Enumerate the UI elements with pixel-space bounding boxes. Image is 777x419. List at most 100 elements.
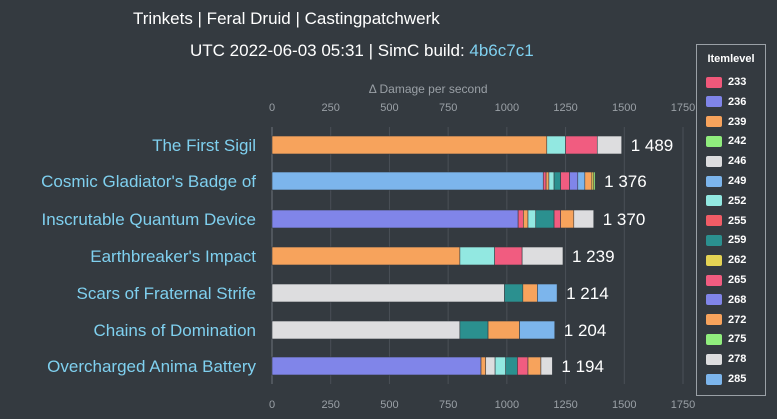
legend-item[interactable]: 278 (706, 352, 746, 366)
bar-total-label: 1 489 (631, 136, 674, 155)
category-label: Inscrutable Quantum Device (42, 210, 257, 229)
bar-segment (487, 320, 520, 340)
bar-segment (542, 171, 547, 191)
bar-segment (540, 356, 553, 376)
bar-segment (271, 320, 461, 340)
bar-segment (560, 209, 575, 229)
itemlevel-legend: Itemlevel 233 236 239 242 246 249 252 255 259 262… (696, 44, 766, 396)
bar-segment (545, 171, 550, 191)
legend-item[interactable]: 233 (706, 75, 746, 89)
legend-label: 252 (728, 194, 747, 207)
bar-total-label: 1 370 (603, 210, 646, 229)
legend-item[interactable]: 262 (706, 253, 746, 267)
legend-item[interactable]: 252 (706, 194, 746, 208)
category-label: Overcharged Anima Battery (47, 357, 256, 376)
bar-total-label: 1 239 (572, 247, 615, 266)
chart-subtitle: UTC 2022-06-03 05:31 | SimC build: 4b6c7… (190, 41, 534, 61)
bar-segment (271, 171, 544, 191)
tick-label-bottom: 500 (380, 399, 398, 411)
legend-item[interactable]: 236 (706, 95, 746, 109)
bar-segment (459, 246, 495, 266)
legend-label: 236 (728, 95, 747, 108)
bar-segment (517, 356, 529, 376)
bar-segment (519, 320, 556, 340)
legend-label: 265 (728, 274, 747, 286)
tick-label-top: 500 (380, 102, 398, 114)
bar-total-label: 1 204 (564, 321, 607, 340)
legend-swatch (706, 333, 722, 345)
bar-segment (527, 356, 542, 376)
legend-swatch (706, 294, 722, 306)
bar-segment (573, 209, 595, 229)
legend-label: 262 (728, 254, 747, 267)
legend-item[interactable]: 272 (706, 313, 746, 327)
legend-item[interactable]: 249 (706, 174, 746, 188)
legend-swatch (706, 195, 722, 207)
bar-total-label: 1 376 (604, 172, 647, 191)
bar-segment (504, 283, 524, 303)
legend-item[interactable]: 275 (706, 332, 746, 346)
bar-segment (560, 171, 570, 191)
bar-segment (535, 209, 555, 229)
legend-label: 275 (728, 333, 747, 346)
legend-label: 268 (728, 293, 747, 306)
legend-swatch (706, 234, 722, 246)
legend-label: 246 (728, 155, 747, 168)
bar-segment (548, 171, 555, 191)
bar-segment (485, 356, 496, 376)
legend-item[interactable]: 259 (706, 233, 746, 247)
tick-label-bottom: 1000 (495, 399, 519, 411)
legend-item[interactable]: 246 (706, 154, 746, 168)
bar-segment (565, 135, 598, 155)
legend-item[interactable]: 242 (706, 134, 746, 148)
legend-swatch (706, 254, 722, 266)
build-link[interactable]: 4b6c7c1 (469, 41, 534, 60)
legend-swatch (706, 96, 722, 108)
tick-label-bottom: 250 (322, 399, 340, 411)
category-label: Chains of Domination (93, 321, 256, 340)
tick-label-top: 250 (322, 102, 340, 114)
category-label: Earthbreaker's Impact (90, 247, 256, 266)
tick-label-bottom: 750 (439, 399, 457, 411)
bar-segment (527, 209, 537, 229)
bar-segment (271, 135, 548, 155)
bar-segment (546, 135, 566, 155)
legend-label: 259 (728, 234, 747, 247)
tick-label-top: 1750 (671, 102, 695, 114)
bar-segment (271, 246, 461, 266)
legend-item[interactable]: 268 (706, 293, 746, 307)
category-label: The First Sigil (152, 136, 256, 155)
legend-item[interactable]: 265 (706, 273, 746, 287)
bar-segment (271, 283, 505, 303)
legend-label: 272 (728, 313, 747, 326)
legend-swatch (706, 135, 722, 147)
legend-swatch (706, 215, 722, 227)
bar-total-label: 1 194 (561, 357, 604, 376)
legend-item[interactable]: 239 (706, 115, 746, 129)
legend-title: Itemlevel (707, 53, 755, 65)
legend-swatch (706, 373, 722, 385)
legend-swatch (706, 314, 722, 326)
tick-label-bottom: 1750 (671, 399, 695, 411)
bar-segment (494, 246, 523, 266)
legend-swatch (706, 353, 722, 365)
legend-label: 249 (728, 175, 747, 187)
legend-label: 285 (728, 373, 747, 385)
bar-segment (271, 209, 519, 229)
bar-segment (553, 171, 561, 191)
tick-label-bottom: 1250 (553, 399, 577, 411)
bar-segment (480, 356, 487, 376)
bar-segment (494, 356, 506, 376)
bar-segment (553, 209, 561, 229)
legend-label: 233 (728, 76, 747, 88)
bar-segment (584, 171, 593, 191)
bar-segment (459, 320, 489, 340)
bar-segment (522, 283, 538, 303)
tick-label-top: 0 (269, 102, 275, 114)
legend-item[interactable]: 285 (706, 372, 746, 386)
legend-item[interactable]: 255 (706, 214, 746, 228)
legend-swatch (706, 76, 722, 88)
legend-swatch (706, 116, 722, 128)
bar-segment (593, 171, 596, 191)
